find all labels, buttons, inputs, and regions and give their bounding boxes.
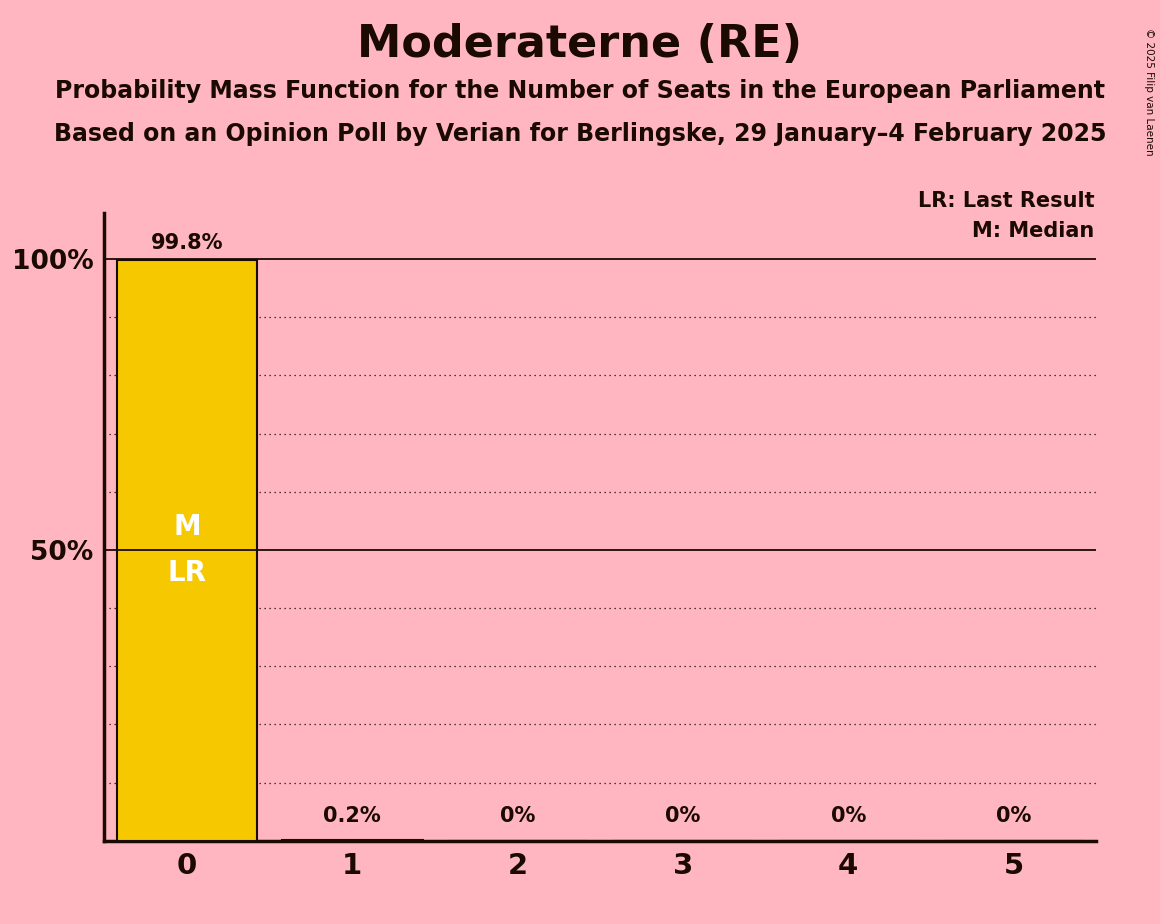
Text: 0%: 0%	[831, 807, 865, 826]
Text: Moderaterne (RE): Moderaterne (RE)	[357, 23, 803, 67]
Bar	[282, 840, 422, 841]
Text: 0.2%: 0.2%	[324, 807, 382, 826]
Text: LR: LR	[167, 559, 206, 588]
Text: LR: Last Result: LR: Last Result	[918, 191, 1094, 212]
Text: M: M	[173, 513, 201, 541]
Text: 0%: 0%	[666, 807, 701, 826]
Text: 99.8%: 99.8%	[151, 233, 223, 253]
Text: 0%: 0%	[996, 807, 1031, 826]
Text: Based on an Opinion Poll by Verian for Berlingske, 29 January–4 February 2025: Based on an Opinion Poll by Verian for B…	[53, 122, 1107, 146]
Text: Probability Mass Function for the Number of Seats in the European Parliament: Probability Mass Function for the Number…	[55, 79, 1105, 103]
Text: © 2025 Filip van Laenen: © 2025 Filip van Laenen	[1144, 28, 1154, 155]
Bar	[117, 261, 258, 841]
Text: M: Median: M: Median	[972, 221, 1094, 241]
Text: 0%: 0%	[500, 807, 535, 826]
